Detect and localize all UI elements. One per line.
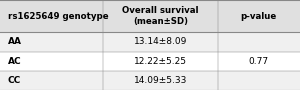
Text: AA: AA xyxy=(8,38,22,47)
Bar xyxy=(0,0,300,32)
Text: AC: AC xyxy=(8,57,21,66)
Bar xyxy=(0,71,300,90)
Bar xyxy=(0,32,300,52)
Text: Overall survival
(mean±SD): Overall survival (mean±SD) xyxy=(122,6,199,26)
Text: 0.77: 0.77 xyxy=(249,57,269,66)
Text: 12.22±5.25: 12.22±5.25 xyxy=(134,57,187,66)
Text: CC: CC xyxy=(8,76,21,85)
Text: p-value: p-value xyxy=(241,12,277,21)
Text: 14.09±5.33: 14.09±5.33 xyxy=(134,76,187,85)
Text: rs1625649 genotype: rs1625649 genotype xyxy=(8,12,108,21)
Text: 13.14±8.09: 13.14±8.09 xyxy=(134,38,187,47)
Bar xyxy=(0,52,300,71)
